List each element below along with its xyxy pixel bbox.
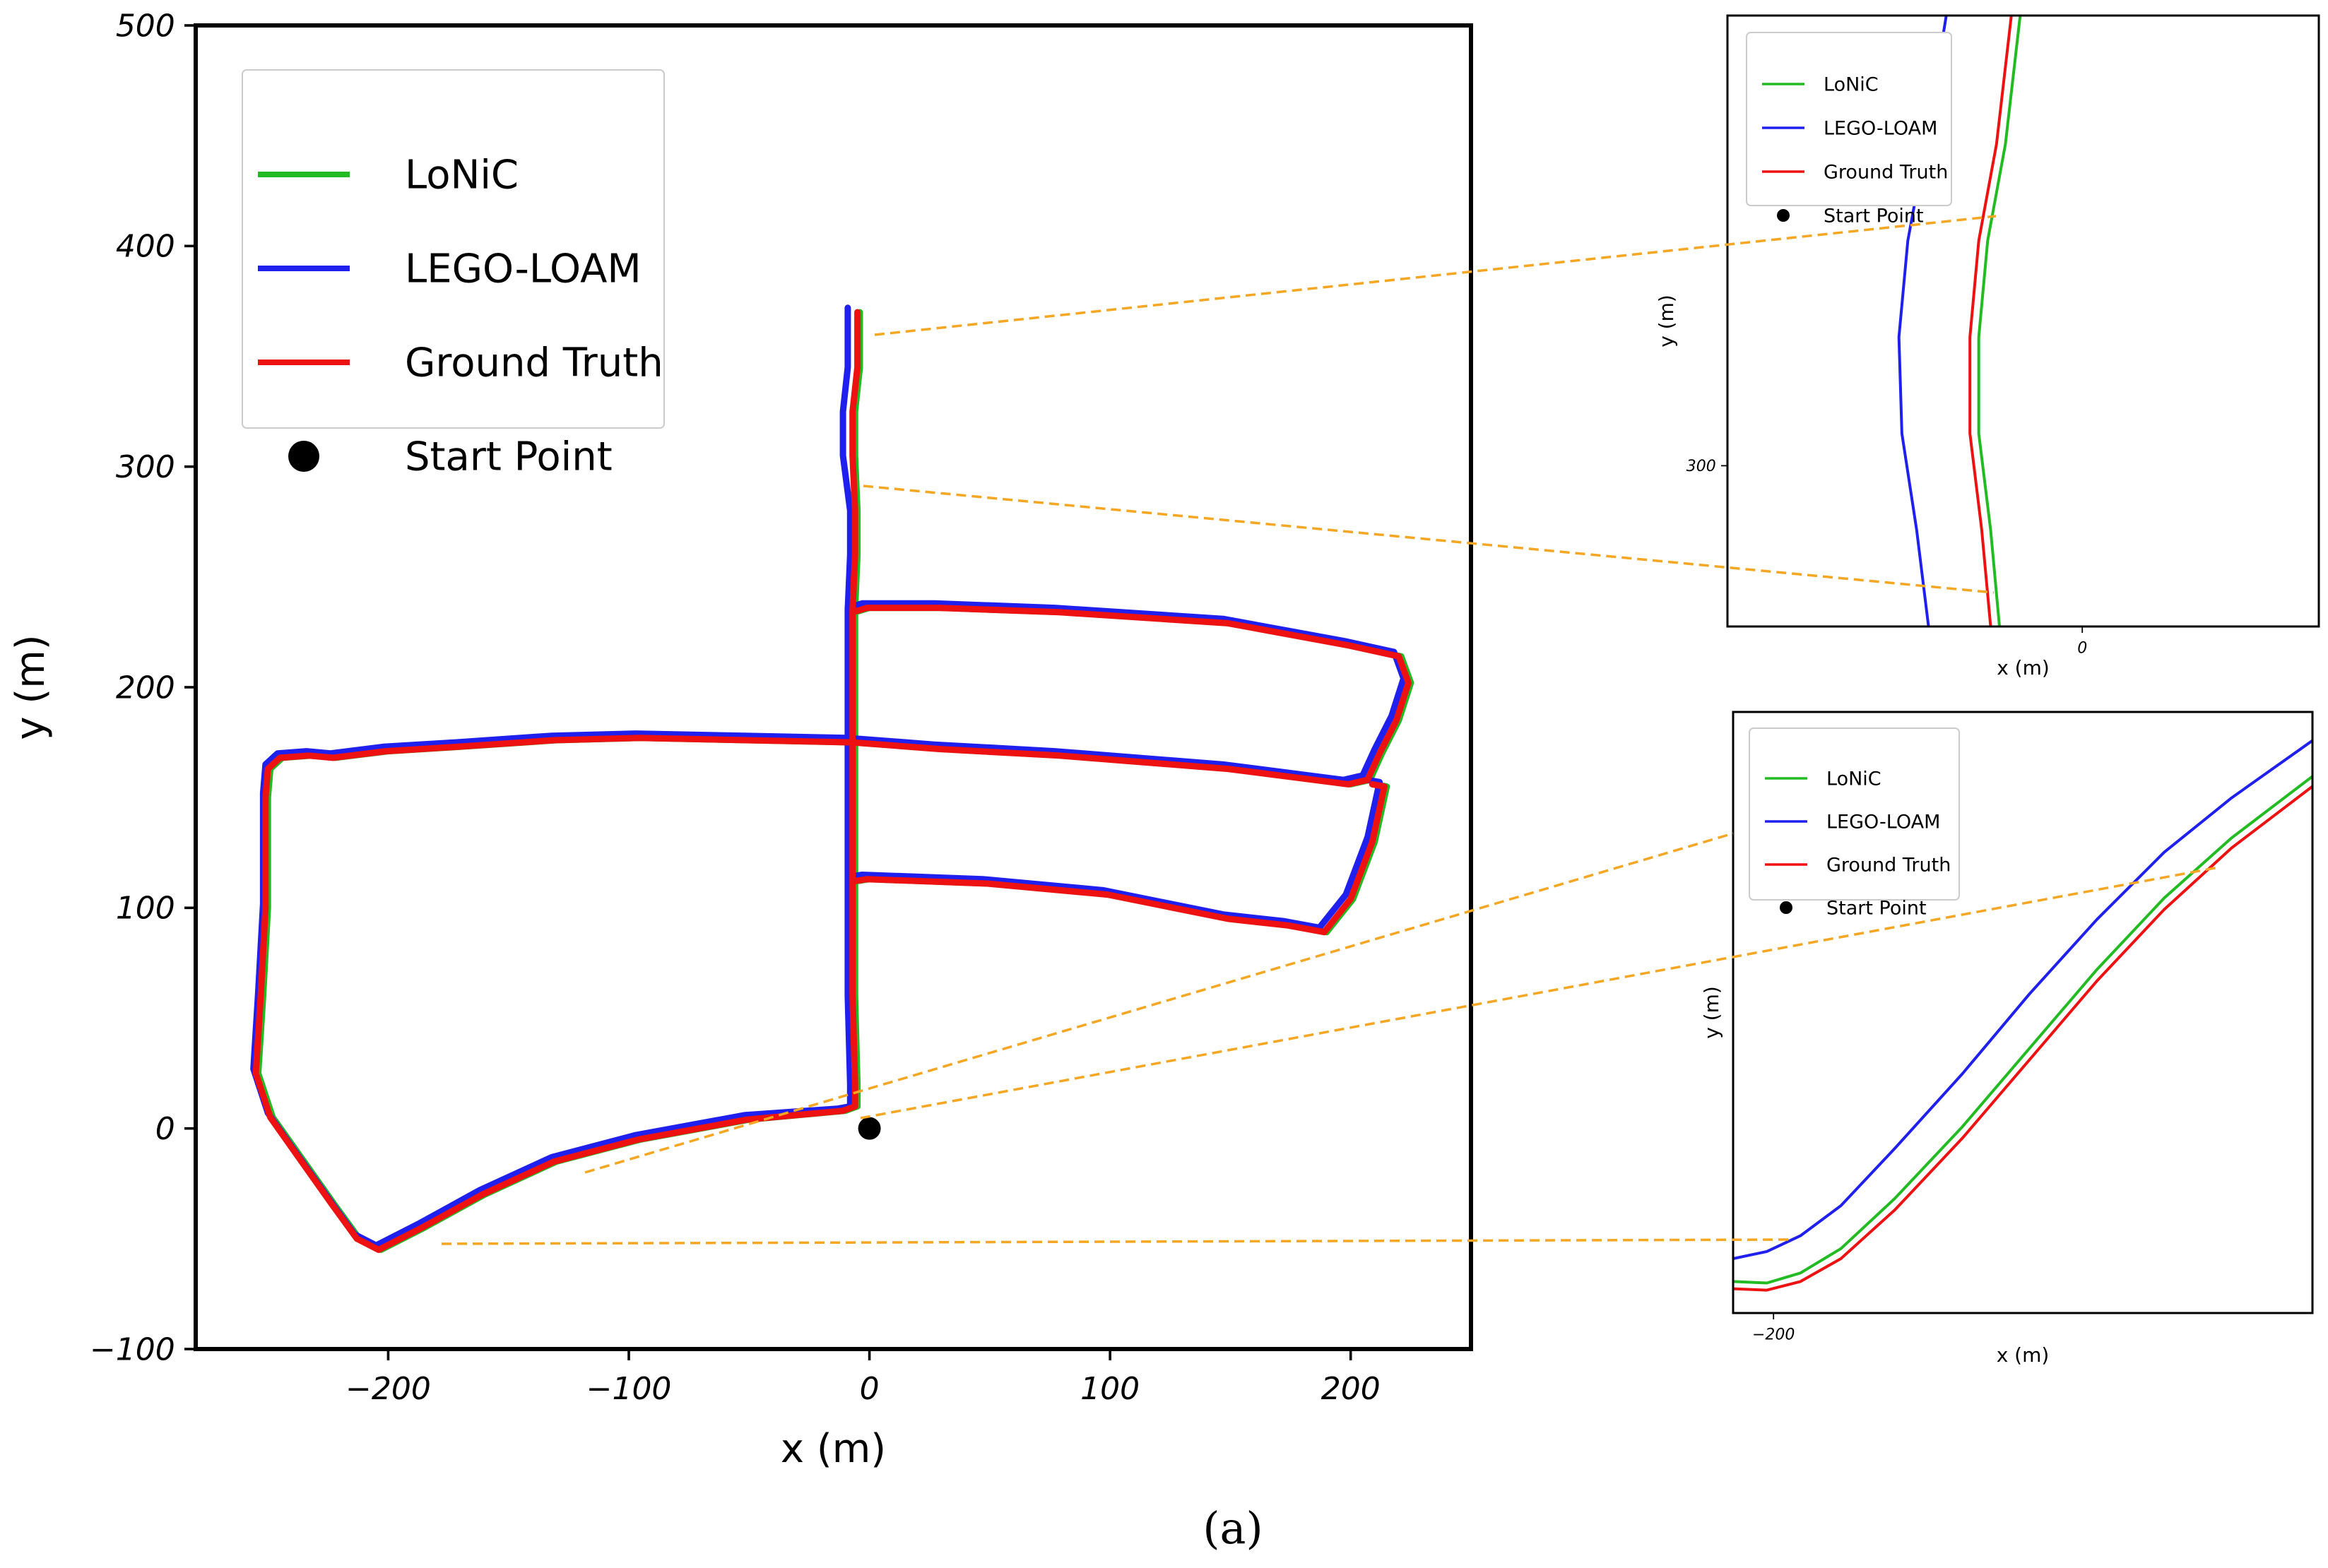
callout-line bbox=[584, 832, 1734, 1174]
main-series-lego-loam-seg-2 bbox=[844, 776, 1383, 931]
main-legend-label: LoNiC bbox=[405, 153, 519, 198]
main-series-lego-loam-seg-0 bbox=[250, 304, 853, 1249]
inset-top-ytick-label: 300 bbox=[1686, 458, 1716, 475]
inset-top-legend: LoNiC LEGO-LOAM Ground Truth Start Point bbox=[1746, 32, 1952, 227]
callout-line bbox=[863, 485, 1995, 594]
inset-bottom-series-lego-loam-seg-0 bbox=[1733, 739, 2312, 1260]
callout-line bbox=[874, 215, 1997, 336]
inset-top-x-axis-label: x (m) bbox=[1997, 656, 2050, 679]
inset-bottom-xtick-label: −200 bbox=[1752, 1326, 1795, 1344]
inset-bottom-legend-label: Start Point bbox=[1826, 897, 1927, 919]
main-chart: −200 −100 0 100 200 −100 0 100 200 300 400 500 x (m)… bbox=[8, 8, 1473, 1472]
main-ytick-label: 400 bbox=[116, 229, 175, 265]
inset-bottom-series-ground-truth-seg-0 bbox=[1733, 785, 2312, 1292]
main-ytick-label: −100 bbox=[90, 1331, 175, 1367]
callout-line bbox=[441, 1238, 1792, 1245]
main-x-axis-label: x (m) bbox=[781, 1426, 886, 1472]
inset-top-chart: 0 300 x (m) y (m) LoNiC LEGO-LOAM Ground Truth… bbox=[1655, 14, 2320, 679]
inset-top-y-axis-label: y (m) bbox=[1655, 295, 1678, 348]
main-series-lego-loam-seg-1 bbox=[844, 600, 1407, 783]
inset-top-legend-label: LoNiC bbox=[1824, 73, 1879, 95]
inset-bottom-x-axis-label: x (m) bbox=[1997, 1343, 2050, 1367]
main-xtick-label: 0 bbox=[860, 1371, 880, 1407]
main-y-axis-label: y (m) bbox=[8, 634, 54, 740]
inset-top-legend-frame bbox=[1746, 32, 1952, 206]
inset-bottom-legend-frame bbox=[1749, 727, 1960, 901]
inset-bottom-legend-marker bbox=[1780, 901, 1792, 914]
main-legend: LoNiC LEGO-LOAM Ground Truth Start Point bbox=[242, 69, 665, 480]
inset-top-frame bbox=[1726, 14, 2320, 628]
figure-caption: (a) bbox=[1203, 1502, 1263, 1554]
inset-bottom-chart: −200 x (m) y (m) LoNiC LEGO-LOAM Ground Truth… bbox=[1700, 711, 2314, 1367]
inset-bottom-series-lonic-seg-0 bbox=[1733, 775, 2312, 1285]
main-plot-area bbox=[250, 304, 1414, 1253]
main-legend-label: Ground Truth bbox=[405, 340, 663, 386]
inset-bottom-frame bbox=[1732, 711, 2314, 1314]
main-ytick-label: 300 bbox=[116, 449, 175, 485]
main-series-ground-truth-seg-1 bbox=[849, 605, 1412, 788]
inset-bottom-legend-label: LoNiC bbox=[1826, 768, 1881, 790]
main-legend-frame bbox=[242, 69, 665, 429]
main-legend-label: LEGO-LOAM bbox=[405, 247, 642, 292]
main-xtick-label: 100 bbox=[1080, 1371, 1140, 1407]
inset-bottom-y-axis-label: y (m) bbox=[1700, 986, 1723, 1039]
main-ytick-label: 0 bbox=[155, 1111, 175, 1147]
main-ytick-label: 200 bbox=[116, 670, 175, 706]
callout-lines bbox=[441, 215, 2219, 1245]
main-series-ground-truth-seg-2 bbox=[849, 780, 1388, 936]
inset-top-xtick-label: 0 bbox=[2077, 640, 2087, 658]
main-start-point-marker bbox=[858, 1117, 881, 1140]
inset-bottom-plot-area bbox=[1733, 739, 2312, 1292]
inset-bottom-legend-label: LEGO-LOAM bbox=[1826, 811, 1940, 833]
main-series-lonic-seg-2 bbox=[851, 780, 1390, 936]
inset-top-legend-label: Start Point bbox=[1824, 205, 1924, 227]
inset-bottom-legend-label: Ground Truth bbox=[1826, 854, 1951, 876]
main-ytick-label: 500 bbox=[116, 8, 175, 44]
main-legend-label: Start Point bbox=[405, 434, 613, 480]
inset-top-legend-label: Ground Truth bbox=[1824, 161, 1948, 183]
main-ytick-label: 100 bbox=[116, 891, 175, 927]
main-legend-marker bbox=[288, 441, 319, 472]
inset-top-legend-marker bbox=[1777, 209, 1790, 222]
main-xtick-label: 200 bbox=[1321, 1371, 1381, 1407]
inset-top-series-lonic-seg-0 bbox=[1977, 16, 2022, 626]
main-xtick-label: −100 bbox=[586, 1371, 672, 1407]
inset-top-legend-label: LEGO-LOAM bbox=[1824, 117, 1937, 139]
callout-line bbox=[860, 866, 2219, 1119]
main-xtick-label: −200 bbox=[345, 1371, 431, 1407]
inset-bottom-legend: LoNiC LEGO-LOAM Ground Truth Start Point bbox=[1749, 727, 1960, 919]
main-series-ground-truth-seg-0 bbox=[252, 309, 861, 1253]
inset-top-series-ground-truth-seg-0 bbox=[1968, 16, 2013, 626]
